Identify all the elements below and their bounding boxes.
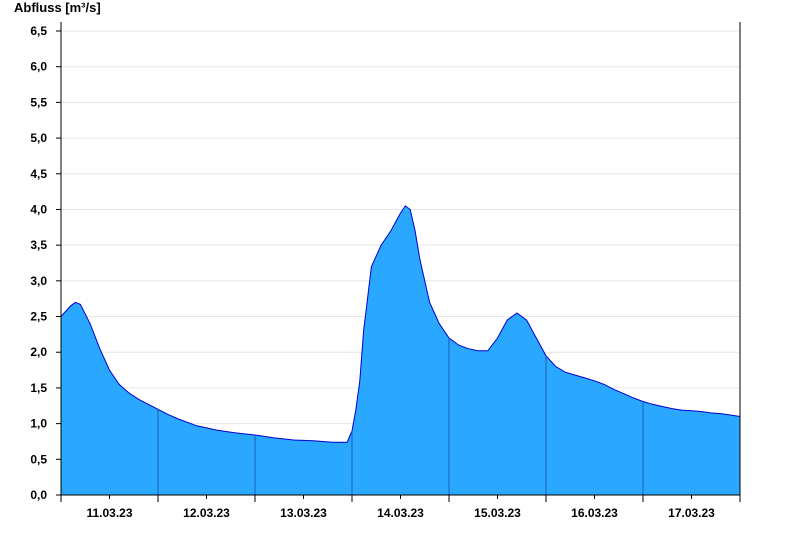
y-tick-label-13: 6,5: [30, 24, 47, 38]
y-tick-label-5: 2,5: [30, 310, 47, 324]
x-tick-label-5: 16.03.23: [571, 506, 618, 520]
discharge-area: [61, 205, 740, 495]
discharge-line: [60, 205, 741, 443]
x-tick-label-4: 15.03.23: [474, 506, 521, 520]
y-axis-title: Abfluss [m³/s]: [14, 0, 101, 15]
y-tick-label-12: 6,0: [30, 60, 47, 74]
x-tick-label-2: 13.03.23: [280, 506, 327, 520]
x-tick-label-6: 17.03.23: [668, 506, 715, 520]
x-tick-label-0: 11.03.23: [86, 506, 132, 520]
y-tick-label-11: 5,5: [30, 95, 47, 109]
x-tick-label-1: 12.03.23: [183, 506, 230, 520]
y-tick-label-9: 4,5: [30, 167, 47, 181]
y-tick-label-3: 1,5: [30, 381, 47, 395]
y-tick-label-8: 4,0: [30, 202, 47, 216]
y-tick-label-2: 1,0: [30, 417, 47, 431]
y-tick-label-6: 3,0: [30, 274, 47, 288]
x-tick-label-3: 14.03.23: [377, 506, 424, 520]
y-tick-label-1: 0,5: [30, 452, 47, 466]
y-tick-label-10: 5,0: [30, 131, 47, 145]
y-tick-label-7: 3,5: [30, 238, 47, 252]
y-tick-label-4: 2,0: [30, 345, 47, 359]
y-tick-label-0: 0,0: [30, 488, 47, 502]
